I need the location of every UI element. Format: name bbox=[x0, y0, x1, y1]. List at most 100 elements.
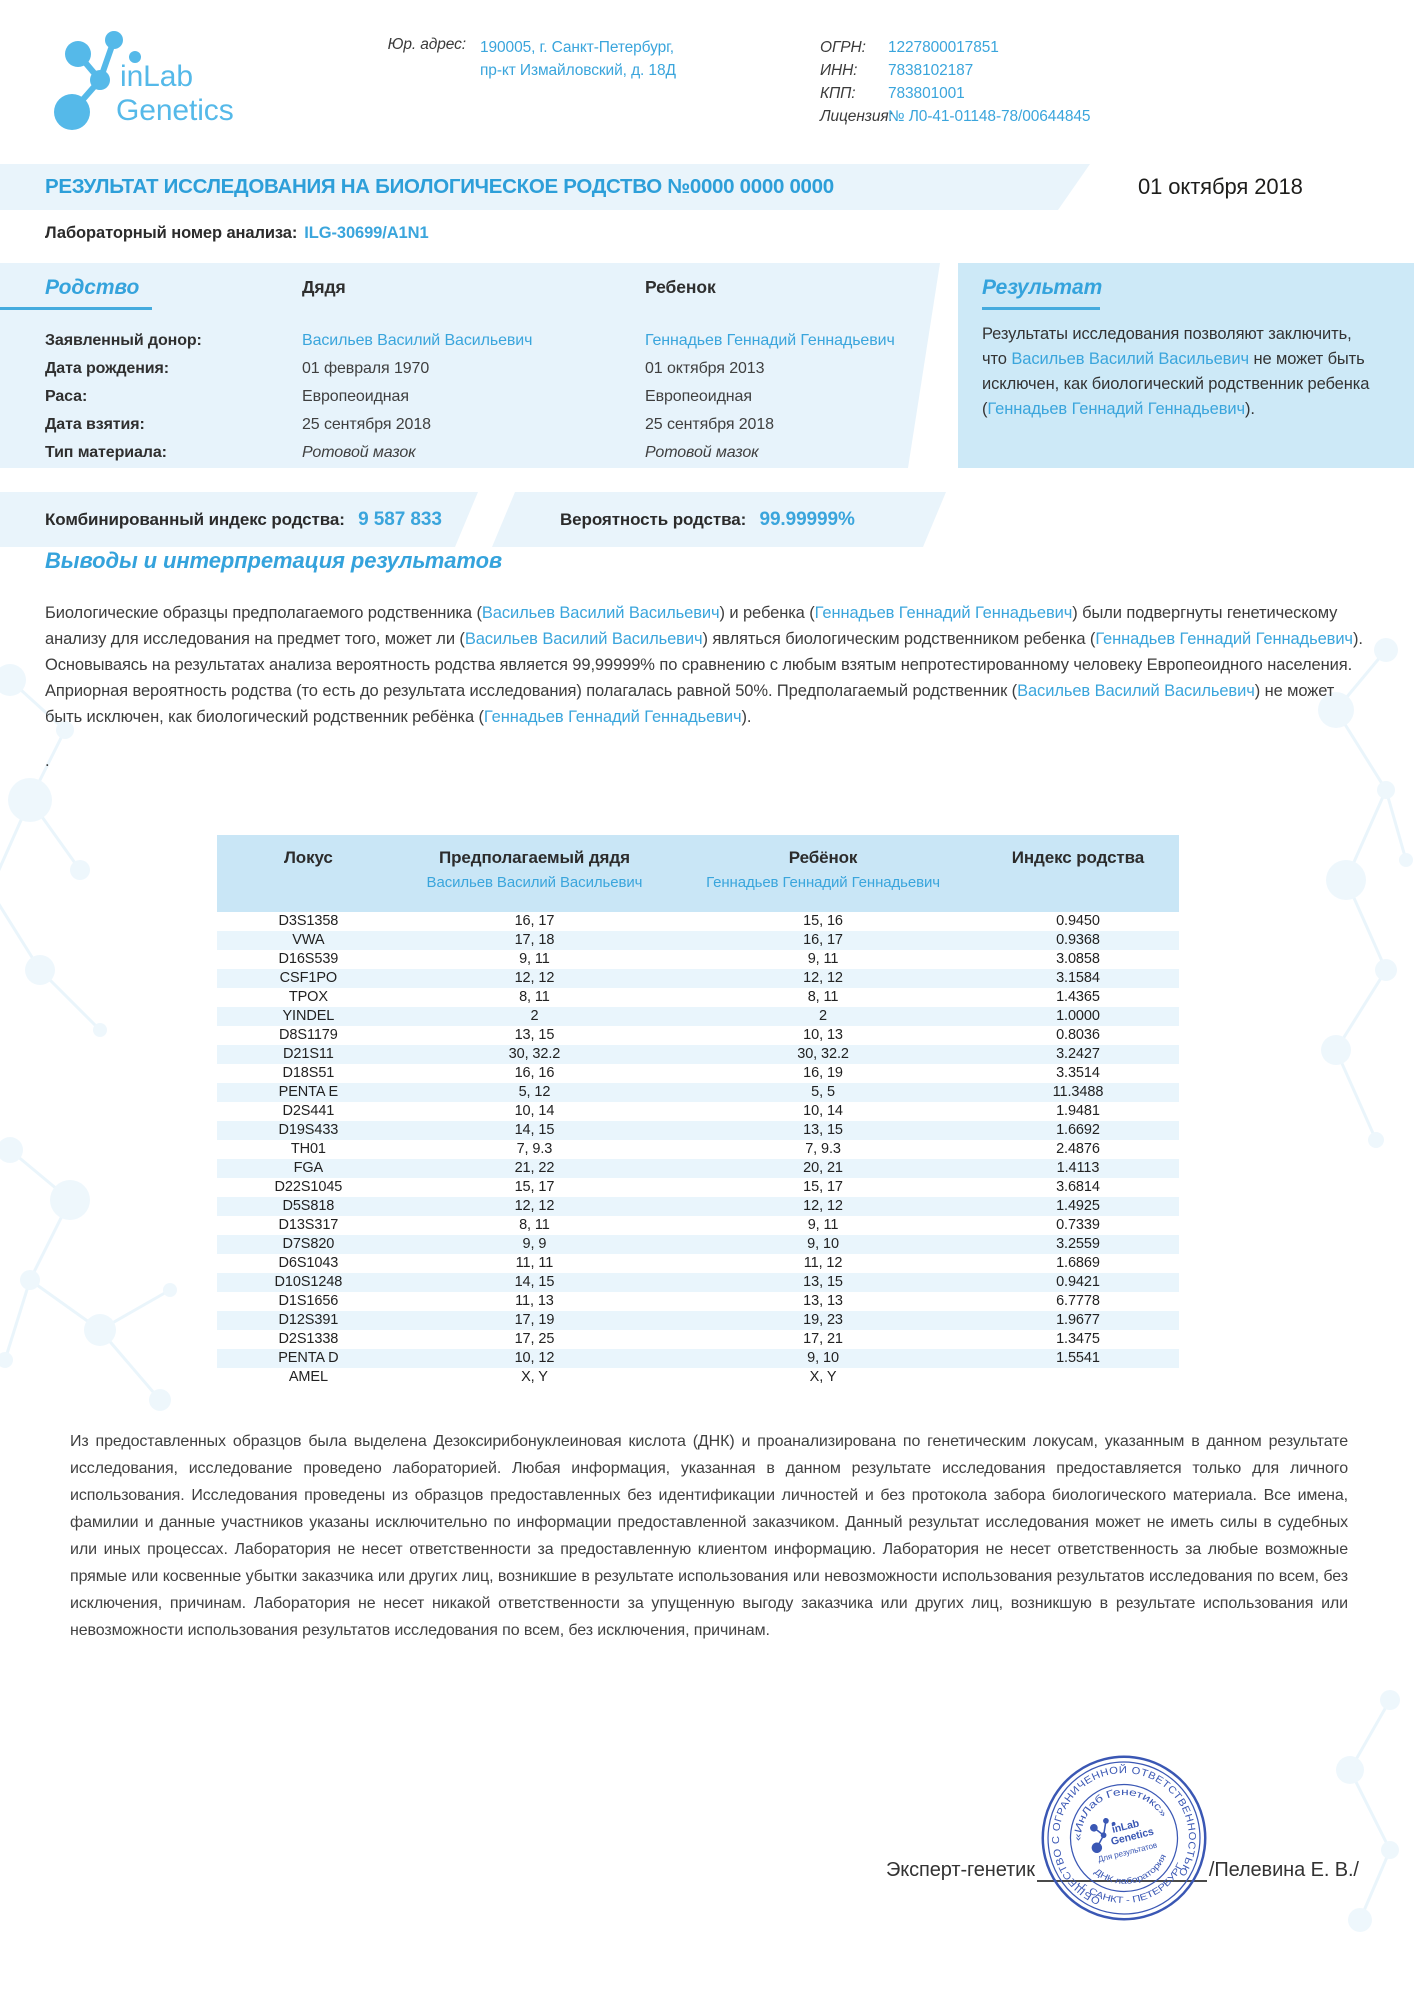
license-value: № Л0-41-01148-78/00644845 bbox=[888, 108, 1091, 125]
table-cell: X, Y bbox=[521, 1369, 548, 1385]
table-cell: 11.3488 bbox=[1052, 1084, 1104, 1100]
registry-row-ogrn: ОГРН: 1227800017851 bbox=[820, 36, 1090, 59]
table-cell: TH01 bbox=[290, 1141, 326, 1157]
table-row: D12S391 17, 19 19, 23 1.9677 bbox=[217, 1311, 1179, 1330]
table-cell: 9, 10 bbox=[807, 1236, 839, 1252]
table-cell: 11, 11 bbox=[515, 1255, 554, 1271]
lab-stamp: ОБЩЕСТВО С ОГРАНИЧЕННОЙ ОТВЕТСТВЕННОСТЬЮ… bbox=[1038, 1750, 1209, 1921]
table-cell: X, Y bbox=[809, 1369, 837, 1385]
table-cell: D8S1179 bbox=[279, 1027, 338, 1043]
table-cell: 0.9421 bbox=[1056, 1274, 1100, 1290]
kinship-row-material: Тип материала: Ротовой мазок Ротовой маз… bbox=[0, 444, 940, 471]
table-row: PENTA E 5, 12 5, 5 11.3488 bbox=[217, 1083, 1179, 1102]
result-summary-text: Результаты исследования позволяют заключ… bbox=[982, 322, 1374, 422]
table-cell: 17, 18 bbox=[514, 932, 555, 948]
table-row: D3S1358 16, 17 15, 16 0.9450 bbox=[217, 912, 1179, 931]
row-label: Заявленный донор: bbox=[45, 332, 202, 349]
table-cell: 21, 22 bbox=[514, 1160, 555, 1176]
probability-label: Вероятность родства: bbox=[560, 510, 747, 529]
locus-table: Локус Предполагаемый дядя Васильев Васил… bbox=[217, 835, 1179, 1387]
inlab-genetics-logo: inLab Genetics bbox=[54, 31, 234, 130]
table-cell: 0.8036 bbox=[1056, 1027, 1100, 1043]
text-segment: Результаты исследования позволяют заключ… bbox=[982, 325, 1352, 368]
table-cell: PENTA D bbox=[278, 1350, 339, 1366]
table-cell: 1.4925 bbox=[1056, 1198, 1100, 1214]
text-segment: ). Основываясь на результатах анализа ве… bbox=[45, 630, 1363, 700]
lab-number-line: Лабораторный номер анализа: ILG-30699/A1N… bbox=[45, 224, 429, 243]
child-material: Ротовой мазок bbox=[645, 444, 759, 461]
probability-value: 99.99999% bbox=[759, 509, 855, 530]
table-cell: 17, 19 bbox=[514, 1312, 555, 1328]
table-cell: 12, 12 bbox=[803, 970, 843, 986]
lab-number-label: Лабораторный номер анализа: bbox=[45, 224, 298, 242]
header-label: Предполагаемый дядя bbox=[439, 848, 630, 867]
child-race: Европеоидная bbox=[645, 388, 752, 405]
text-segment: ). bbox=[1245, 400, 1255, 418]
table-row: D13S317 8, 11 9, 11 0.7339 bbox=[217, 1216, 1179, 1235]
text-segment: ) являться биологическим родственником р… bbox=[702, 630, 1096, 648]
table-cell: 12, 12 bbox=[803, 1198, 843, 1214]
result-section-title: Результат bbox=[982, 276, 1103, 299]
ogrn-label: ОГРН: bbox=[820, 39, 866, 56]
svg-text:г. САНКТ - ПЕТЕРБУРГ: г. САНКТ - ПЕТЕРБУРГ bbox=[1079, 1857, 1192, 1917]
table-cell: 0.7339 bbox=[1056, 1217, 1100, 1233]
table-cell: 30, 32.2 bbox=[797, 1046, 849, 1062]
person-name: Геннадьев Геннадий Геннадьевич bbox=[1095, 630, 1353, 648]
kinship-title-underline bbox=[0, 307, 152, 310]
title-band bbox=[0, 164, 1090, 210]
table-cell: 1.5541 bbox=[1056, 1350, 1100, 1366]
row-label: Дата взятия: bbox=[45, 416, 145, 433]
molecule-decoration bbox=[0, 664, 107, 1037]
table-cell: YINDEL bbox=[282, 1008, 335, 1024]
table-cell: FGA bbox=[293, 1160, 324, 1176]
table-cell: D5S818 bbox=[282, 1198, 335, 1214]
table-cell: 12, 12 bbox=[514, 970, 555, 986]
table-cell: PENTA E bbox=[278, 1084, 339, 1100]
table-cell: 13, 15 bbox=[514, 1027, 555, 1043]
registry-row-inn: ИНН: 7838102187 bbox=[820, 59, 1090, 82]
child-column-header: Ребёнок Геннадьев Геннадий Геннадьевич bbox=[669, 835, 977, 912]
report-title: РЕЗУЛЬТАТ ИССЛЕДОВАНИЯ НА БИОЛОГИЧЕСКОЕ … bbox=[45, 175, 834, 198]
table-cell: 15, 17 bbox=[514, 1179, 555, 1195]
expert-role-label: Эксперт-генетик bbox=[886, 1859, 1035, 1881]
locus-column-header: Локус bbox=[217, 835, 400, 912]
table-row: TH01 7, 9.3 7, 9.3 2.4876 bbox=[217, 1140, 1179, 1159]
table-cell: D2S1338 bbox=[278, 1331, 339, 1347]
child-birthdate: 01 октября 2013 bbox=[645, 360, 765, 377]
table-cell: 16, 17 bbox=[514, 913, 555, 929]
table-cell: 9, 11 bbox=[519, 951, 550, 967]
molecule-decoration bbox=[1336, 1690, 1400, 1932]
expert-name: /Пелевина Е. В./ bbox=[1208, 1859, 1359, 1881]
table-cell: 8, 11 bbox=[807, 989, 839, 1005]
table-row: PENTA D 10, 12 9, 10 1.5541 bbox=[217, 1349, 1179, 1368]
person-name: Васильев Василий Васильевич bbox=[464, 630, 703, 648]
table-cell: 14, 15 bbox=[514, 1122, 555, 1138]
stamp-center-logo: inLab Genetics Для результатов bbox=[1090, 1818, 1158, 1864]
person-name: Геннадьев Геннадий Геннадьевич bbox=[814, 604, 1073, 622]
license-label: Лицензия: bbox=[820, 108, 893, 125]
table-cell: 13, 15 bbox=[803, 1122, 843, 1138]
table-row: D8S1179 13, 15 10, 13 0.8036 bbox=[217, 1026, 1179, 1045]
table-row: D1S1656 11, 13 13, 13 6.7778 bbox=[217, 1292, 1179, 1311]
table-cell: 7, 9.3 bbox=[516, 1141, 553, 1157]
person-name: Геннадьев Геннадий Геннадьевич bbox=[987, 400, 1246, 418]
uncle-column-header: Предполагаемый дядя Васильев Василий Вас… bbox=[400, 835, 669, 912]
probability-band: Вероятность родства: 99.99999% bbox=[492, 492, 946, 547]
table-row: D10S1248 14, 15 13, 15 0.9421 bbox=[217, 1273, 1179, 1292]
table-cell: 10, 14 bbox=[514, 1103, 555, 1119]
uncle-name: Васильев Василий Васильевич bbox=[302, 332, 533, 349]
row-label: Раса: bbox=[45, 388, 88, 405]
stamp-outer-bottom-text: г. САНКТ - ПЕТЕРБУРГ bbox=[1079, 1857, 1192, 1917]
table-row: YINDEL 2 2 1.0000 bbox=[217, 1007, 1179, 1026]
table-row: D7S820 9, 9 9, 10 3.2559 bbox=[217, 1235, 1179, 1254]
table-cell: 6.7778 bbox=[1056, 1293, 1100, 1309]
person-name: Геннадьев Геннадий Геннадьевич bbox=[483, 708, 742, 726]
row-label: Тип материала: bbox=[45, 444, 167, 461]
table-cell: D13S317 bbox=[278, 1217, 339, 1233]
table-cell: 14, 15 bbox=[514, 1274, 555, 1290]
person-name: Васильев Василий Васильевич bbox=[1017, 682, 1255, 700]
table-cell: 3.6814 bbox=[1056, 1179, 1100, 1195]
table-cell: 16, 16 bbox=[514, 1065, 555, 1081]
combined-index-band: Комбинированный индекс родства: 9 587 83… bbox=[0, 492, 478, 547]
